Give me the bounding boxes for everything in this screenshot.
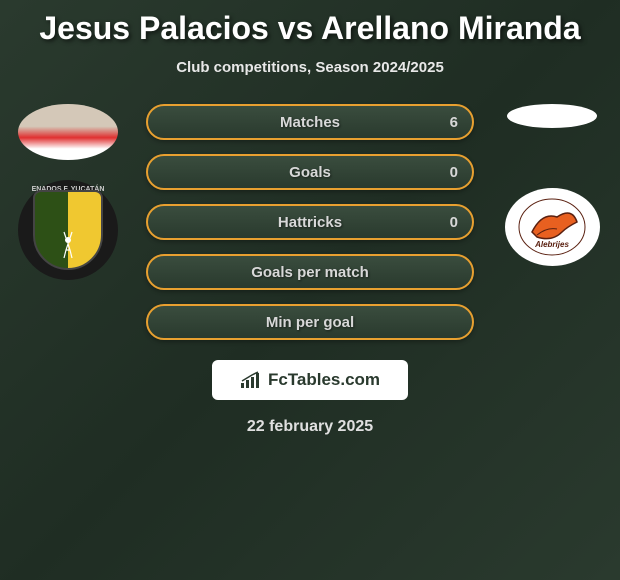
subtitle: Club competitions, Season 2024/2025 — [176, 59, 444, 76]
stat-bar-gpm: Goals per match — [146, 254, 474, 290]
stat-bar-goals: Goals 0 — [146, 154, 474, 190]
logo-text: FcTables.com — [268, 370, 380, 390]
main-layout: ENADOS F. YUCATÁN Matches 6 Goals 0 Hatt… — [0, 104, 620, 340]
club-badge-left: ENADOS F. YUCATÁN — [18, 180, 118, 280]
stat-bar-hattricks: Hattricks 0 — [146, 204, 474, 240]
stat-value: 0 — [450, 164, 458, 181]
chart-icon — [240, 371, 262, 389]
logo-bar: FcTables.com — [212, 360, 408, 400]
club-badge-right: Alebrijes — [505, 188, 600, 266]
player-avatar-left — [18, 104, 118, 160]
player-avatar-right — [507, 104, 597, 128]
stat-value: 6 — [450, 114, 458, 131]
deer-icon — [56, 230, 80, 260]
stat-label: Min per goal — [266, 314, 354, 331]
stat-label: Goals — [289, 164, 331, 181]
stat-bar-matches: Matches 6 — [146, 104, 474, 140]
stat-label: Goals per match — [251, 264, 369, 281]
stats-column: Matches 6 Goals 0 Hattricks 0 Goals per … — [128, 104, 492, 340]
main-container: Jesus Palacios vs Arellano Miranda Club … — [0, 0, 620, 446]
stat-bar-mpg: Min per goal — [146, 304, 474, 340]
date-text: 22 february 2025 — [247, 418, 373, 436]
left-column: ENADOS F. YUCATÁN — [8, 104, 128, 280]
club-shield-left — [33, 190, 103, 270]
svg-text:Alebrijes: Alebrijes — [534, 240, 569, 249]
right-column: Alebrijes — [492, 104, 612, 266]
stat-value: 0 — [450, 214, 458, 231]
page-title: Jesus Palacios vs Arellano Miranda — [39, 10, 580, 47]
stat-label: Matches — [280, 114, 340, 131]
stat-label: Hattricks — [278, 214, 342, 231]
alebrijes-icon: Alebrijes — [517, 197, 587, 257]
